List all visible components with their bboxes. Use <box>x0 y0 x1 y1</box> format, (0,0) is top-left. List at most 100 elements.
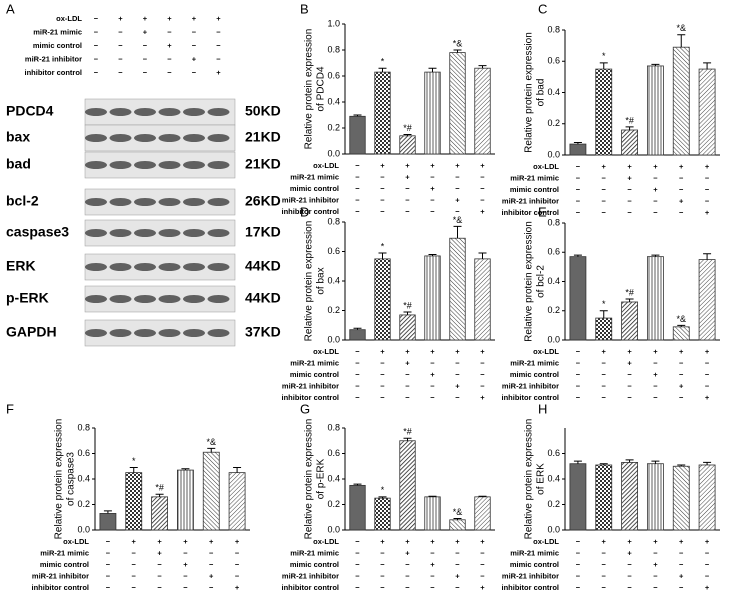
treatment-sign: − <box>380 548 385 557</box>
treatment-label: mimic control <box>33 41 82 50</box>
y-axis-label: of bad <box>536 79 547 107</box>
treatment-sign: − <box>576 196 581 205</box>
band <box>85 161 107 169</box>
treatment-sign: + <box>430 537 435 546</box>
size-label: 44KD <box>245 290 281 306</box>
treatment-sign: − <box>235 571 240 580</box>
y-tick-label: 0.4 <box>77 473 90 483</box>
bar <box>228 472 246 531</box>
band <box>85 134 107 142</box>
error-bar <box>703 461 712 465</box>
treatment-sign: + <box>705 537 710 546</box>
error-bar <box>233 467 242 473</box>
error-bar <box>625 126 634 130</box>
protein-label: p-ERK <box>6 290 49 306</box>
error-bar <box>428 495 437 497</box>
treatment-sign: + <box>157 548 162 557</box>
treatment-sign: − <box>118 41 123 50</box>
treatment-sign: + <box>235 583 240 592</box>
treatment-sign: − <box>405 370 410 379</box>
band <box>109 134 132 142</box>
band <box>85 229 107 237</box>
bar <box>125 472 143 531</box>
treatment-sign: − <box>576 208 581 217</box>
treatment-sign: − <box>405 207 410 216</box>
error-bar <box>428 67 437 73</box>
error-bar <box>353 483 362 486</box>
treatment-sign: + <box>627 358 632 367</box>
band <box>158 161 181 169</box>
band <box>158 134 181 142</box>
error-bar <box>207 447 216 453</box>
treatment-sign: − <box>355 548 360 557</box>
treatment-label: inhibitor control <box>25 68 83 77</box>
error-bar <box>378 252 387 259</box>
treatment-label: ox-LDL <box>313 161 339 170</box>
treatment-sign: − <box>455 172 460 181</box>
bar <box>595 317 613 341</box>
treatment-sign: − <box>602 381 607 390</box>
treatment-sign: + <box>157 537 162 546</box>
treatment-label: miR-21 inhibitor <box>282 571 339 580</box>
treatment-sign: − <box>705 381 710 390</box>
treatment-sign: + <box>405 172 410 181</box>
bar <box>177 469 194 531</box>
treatment-sign: − <box>380 370 385 379</box>
treatment-sign: + <box>380 537 385 546</box>
treatment-sign: + <box>430 347 435 356</box>
treatment-label: ox-LDL <box>313 347 339 356</box>
treatment-sign: + <box>405 358 410 367</box>
protein-label: GAPDH <box>6 324 57 340</box>
y-tick-label: 0.8 <box>547 217 560 227</box>
treatment-label: miR-21 inhibitor <box>282 381 339 390</box>
y-tick-label: 0.4 <box>547 276 560 286</box>
treatment-sign: − <box>705 571 710 580</box>
y-tick-label: 0.6 <box>327 246 340 256</box>
annotation: *# <box>403 427 412 437</box>
band <box>207 295 230 303</box>
size-label: 21KD <box>245 129 281 145</box>
annotation: *& <box>453 215 463 225</box>
treatment-label: miR-21 mimic <box>40 548 89 557</box>
treatment-sign: − <box>576 583 581 592</box>
bar <box>621 462 638 531</box>
panel-letter: E <box>538 204 547 219</box>
treatment-sign: − <box>705 560 710 569</box>
treatment-sign: − <box>167 27 172 36</box>
treatment-sign: − <box>183 583 188 592</box>
treatment-sign: − <box>430 571 435 580</box>
y-tick-label: 0.6 <box>547 56 560 66</box>
error-bar <box>453 225 462 239</box>
treatment-sign: − <box>705 370 710 379</box>
band <box>158 329 181 337</box>
treatment-sign: − <box>106 560 111 569</box>
treatment-label: ox-LDL <box>313 537 339 546</box>
treatment-sign: + <box>430 184 435 193</box>
error-bar <box>428 253 437 256</box>
band <box>183 229 205 237</box>
treatment-sign: − <box>380 381 385 390</box>
treatment-sign: − <box>576 358 581 367</box>
error-bar <box>599 463 608 465</box>
bar <box>449 52 466 155</box>
treatment-sign: + <box>480 207 485 216</box>
band <box>109 161 132 169</box>
treatment-sign: + <box>143 14 148 23</box>
bar <box>595 68 613 156</box>
band <box>109 329 132 337</box>
error-bar <box>478 252 487 259</box>
y-axis-label: Relative protein expression <box>304 221 315 342</box>
y-tick-label: 0.6 <box>327 70 340 80</box>
y-tick-label: 0.0 <box>547 524 560 534</box>
y-tick-label: 0.8 <box>327 216 340 226</box>
treatment-sign: − <box>157 560 162 569</box>
treatment-label: inhibitor control <box>282 207 340 216</box>
band <box>109 108 132 116</box>
panel-letter: D <box>300 204 309 219</box>
y-axis-label: Relative protein expression <box>304 419 315 540</box>
bar <box>474 67 491 155</box>
treatment-sign: − <box>106 548 111 557</box>
treatment-sign: − <box>653 548 658 557</box>
bar <box>595 464 613 531</box>
band <box>158 229 181 237</box>
